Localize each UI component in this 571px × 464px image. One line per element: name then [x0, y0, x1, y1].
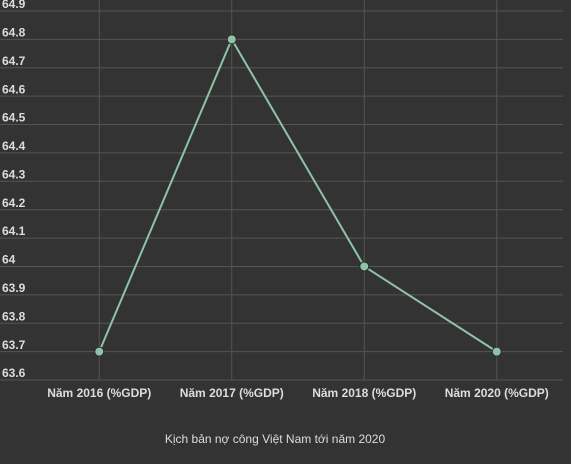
x-tick-label: Năm 2016 (%GDP) [47, 386, 151, 400]
point [94, 346, 105, 357]
y-tick-label: 63.9 [2, 281, 26, 295]
y-tick-label: 64 [2, 253, 16, 267]
y-tick-label: 63.7 [2, 338, 26, 352]
y-tick-label: 64.6 [2, 82, 26, 96]
y-tick-label: 64.5 [2, 111, 26, 125]
point [359, 261, 370, 272]
x-tick-label: Năm 2017 (%GDP) [180, 386, 284, 400]
y-tick-label: 64.8 [2, 26, 26, 40]
line [98, 37, 498, 353]
x-tick-label: Năm 2018 (%GDP) [312, 386, 416, 400]
y-tick-label: 64.7 [2, 54, 26, 68]
y-tick-label: 64.2 [2, 196, 26, 210]
x-tick-label: Năm 2020 (%GDP) [445, 386, 549, 400]
y-tick-label: 63.8 [2, 309, 26, 323]
point [491, 346, 502, 357]
y-tick-label: 64.9 [2, 0, 26, 11]
chart-title: Kịch bản nợ công Việt Nam tới năm 2020 [165, 432, 386, 446]
point [226, 34, 237, 45]
y-tick-label: 64.3 [2, 167, 26, 181]
y-tick-label: 64.1 [2, 224, 26, 238]
y-tick-label: 64.4 [2, 139, 26, 153]
y-tick-label: 63.6 [2, 366, 26, 380]
